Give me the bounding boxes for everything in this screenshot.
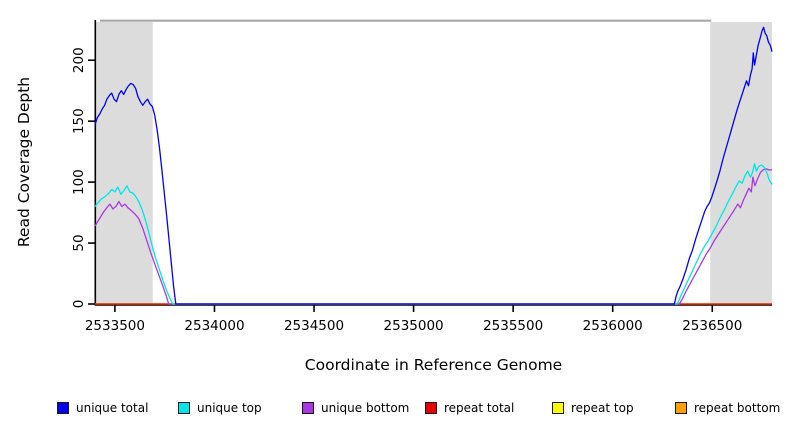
x-axis-title: Coordinate in Reference Genome	[304, 356, 563, 374]
legend-item-unique-top: unique top	[178, 399, 262, 417]
x-tick-label: 2534500	[284, 318, 344, 334]
x-tick-label: 2536500	[682, 318, 742, 334]
series-line-unique-total	[94, 26, 773, 305]
y-axis-title: Read Coverage Depth	[15, 76, 33, 248]
legend-swatch-repeat-top	[552, 402, 564, 414]
legend-label: repeat top	[571, 401, 634, 415]
legend-item-repeat-top: repeat top	[552, 399, 634, 417]
legend-label: unique total	[76, 401, 149, 415]
x-tick-label: 2535000	[384, 318, 444, 334]
legend-swatch-unique-bottom	[302, 402, 314, 414]
x-tick-label: 2534000	[184, 318, 244, 334]
y-tick-label: 50	[71, 234, 87, 251]
series-line-unique-top	[94, 163, 773, 305]
series-line-unique-bottom	[94, 168, 772, 305]
legend-label: unique bottom	[321, 401, 410, 415]
x-tick-label: 2533500	[85, 318, 145, 334]
legend-swatch-unique-top	[178, 402, 190, 414]
legend-swatch-unique-total	[57, 402, 69, 414]
legend-item-unique-total: unique total	[57, 399, 148, 417]
shaded-region	[710, 22, 772, 305]
x-tick-label: 2536000	[583, 318, 643, 334]
legend: unique total unique top unique bottom re…	[0, 399, 792, 421]
legend-label: unique top	[197, 401, 262, 415]
y-tick-label: 0	[71, 300, 87, 309]
y-tick-label: 200	[71, 47, 87, 73]
y-tick-label: 100	[71, 169, 87, 195]
legend-swatch-repeat-bottom	[675, 402, 687, 414]
legend-item-repeat-total: repeat total	[425, 399, 514, 417]
y-tick-label: 150	[71, 108, 87, 134]
legend-label: repeat total	[444, 401, 515, 415]
shaded-region	[95, 22, 153, 305]
x-tick-label: 2535500	[483, 318, 543, 334]
legend-item-unique-bottom: unique bottom	[302, 399, 409, 417]
legend-item-repeat-bottom: repeat bottom	[675, 399, 780, 417]
legend-label: repeat bottom	[694, 401, 781, 415]
plot-area: 2533500 2534000 2534500 2535000 2535500 25360…	[71, 19, 773, 334]
legend-swatch-repeat-total	[425, 402, 437, 414]
